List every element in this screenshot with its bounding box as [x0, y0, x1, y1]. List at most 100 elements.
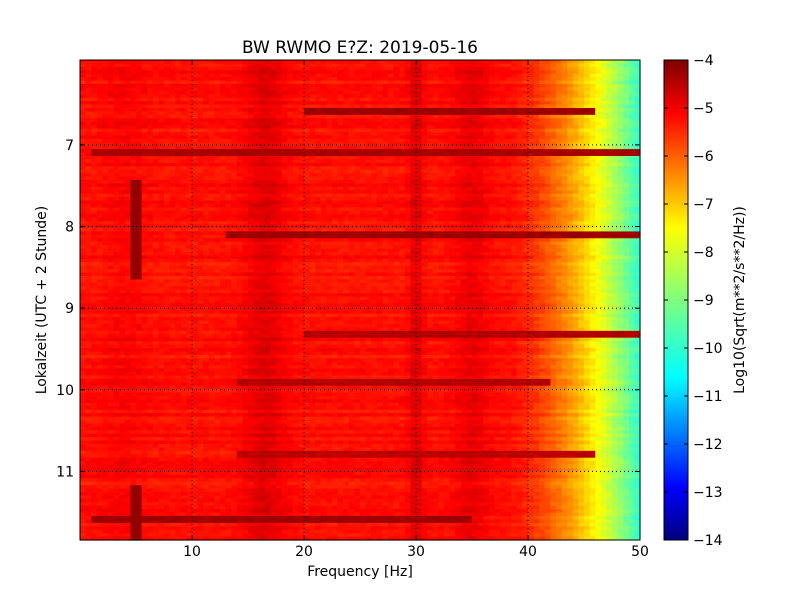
- heatmap-cell: [124, 210, 131, 215]
- heatmap-cell: [612, 214, 619, 219]
- heatmap-cell: [236, 94, 243, 99]
- heatmap-cell: [332, 94, 339, 99]
- heatmap-cell: [147, 224, 154, 229]
- heatmap-cell: [214, 128, 221, 133]
- heatmap-cell: [102, 159, 109, 164]
- heatmap-cell: [130, 104, 137, 109]
- heatmap-cell: [203, 149, 210, 154]
- heatmap-cell: [600, 121, 607, 126]
- heatmap-cell: [354, 101, 361, 106]
- heatmap-cell: [85, 186, 92, 191]
- heatmap-cell: [248, 114, 255, 119]
- heatmap-cell: [371, 80, 378, 85]
- heatmap-cell: [85, 132, 92, 137]
- heatmap-cell: [320, 152, 327, 157]
- heatmap-cell: [203, 84, 210, 89]
- heatmap-cell: [108, 200, 115, 205]
- heatmap-cell: [360, 101, 367, 106]
- heatmap-cell: [550, 118, 557, 123]
- heatmap-cell: [231, 97, 238, 102]
- heatmap-cell: [393, 132, 400, 137]
- heatmap-cell: [494, 142, 501, 147]
- heatmap-cell: [376, 204, 383, 209]
- heatmap-cell: [556, 60, 563, 65]
- heatmap-cell: [309, 217, 316, 222]
- heatmap-cell: [108, 210, 115, 215]
- heatmap-cell: [472, 176, 479, 181]
- heatmap-cell: [595, 190, 602, 195]
- heatmap-cell: [365, 114, 372, 119]
- heatmap-cell: [567, 94, 574, 99]
- heatmap-cell: [365, 70, 372, 75]
- heatmap-cell: [80, 217, 87, 222]
- heatmap-cell: [354, 224, 361, 229]
- heatmap-cell: [477, 90, 484, 95]
- heatmap-cell: [511, 108, 518, 113]
- heatmap-cell: [416, 60, 423, 65]
- heatmap-cell: [326, 186, 333, 191]
- heatmap-cell: [365, 197, 372, 202]
- heatmap-cell: [500, 97, 507, 102]
- heatmap-cell: [91, 176, 98, 181]
- heatmap-cell: [96, 97, 103, 102]
- heatmap-cell: [505, 121, 512, 126]
- heatmap-cell: [164, 180, 171, 185]
- heatmap-cell: [315, 63, 322, 68]
- heatmap-cell: [180, 97, 187, 102]
- heatmap-cell: [248, 193, 255, 198]
- heatmap-cell: [208, 224, 215, 229]
- heatmap-cell: [556, 200, 563, 205]
- heatmap-cell: [410, 90, 417, 95]
- heatmap-cell: [365, 169, 372, 174]
- heatmap-cell: [108, 114, 115, 119]
- heatmap-cell: [544, 77, 551, 82]
- heatmap-cell: [158, 190, 165, 195]
- heatmap-cell: [119, 111, 126, 116]
- heatmap-cell: [270, 228, 277, 233]
- heatmap-cell: [500, 128, 507, 133]
- heatmap-cell: [533, 114, 540, 119]
- heatmap-cell: [438, 221, 445, 226]
- heatmap-cell: [152, 66, 159, 71]
- heatmap-cell: [550, 190, 557, 195]
- heatmap-cell: [432, 162, 439, 167]
- heatmap-cell: [276, 128, 283, 133]
- heatmap-cell: [315, 111, 322, 116]
- heatmap-cell: [455, 142, 462, 147]
- heatmap-cell: [449, 214, 456, 219]
- heatmap-cell: [584, 80, 591, 85]
- heatmap-cell: [567, 80, 574, 85]
- heatmap-cell: [253, 128, 260, 133]
- heatmap-cell: [208, 228, 215, 233]
- heatmap-cell: [304, 228, 311, 233]
- heatmap-cell: [348, 152, 355, 157]
- heatmap-cell: [617, 183, 624, 188]
- heatmap-cell: [533, 70, 540, 75]
- heatmap-cell: [113, 200, 120, 205]
- heatmap-cell: [304, 224, 311, 229]
- heatmap-cell: [432, 77, 439, 82]
- heatmap-cell: [371, 169, 378, 174]
- heatmap-cell: [119, 125, 126, 130]
- heatmap-cell: [141, 114, 148, 119]
- heatmap-cell: [102, 114, 109, 119]
- heatmap-cell: [270, 221, 277, 226]
- heatmap-cell: [225, 214, 232, 219]
- heatmap-cell: [522, 176, 529, 181]
- heatmap-cell: [444, 94, 451, 99]
- heatmap-cell: [102, 87, 109, 92]
- heatmap-cell: [264, 228, 271, 233]
- heatmap-cell: [197, 152, 204, 157]
- heatmap-cell: [292, 180, 299, 185]
- heatmap-cell: [550, 128, 557, 133]
- heatmap-cell: [304, 166, 311, 171]
- heatmap-cell: [376, 80, 383, 85]
- heatmap-cell: [264, 70, 271, 75]
- heatmap-cell: [460, 169, 467, 174]
- heatmap-cell: [264, 121, 271, 126]
- heatmap-cell: [472, 166, 479, 171]
- heatmap-cell: [550, 152, 557, 157]
- heatmap-cell: [516, 60, 523, 65]
- heatmap-cell: [281, 132, 288, 137]
- heatmap-cell: [516, 121, 523, 126]
